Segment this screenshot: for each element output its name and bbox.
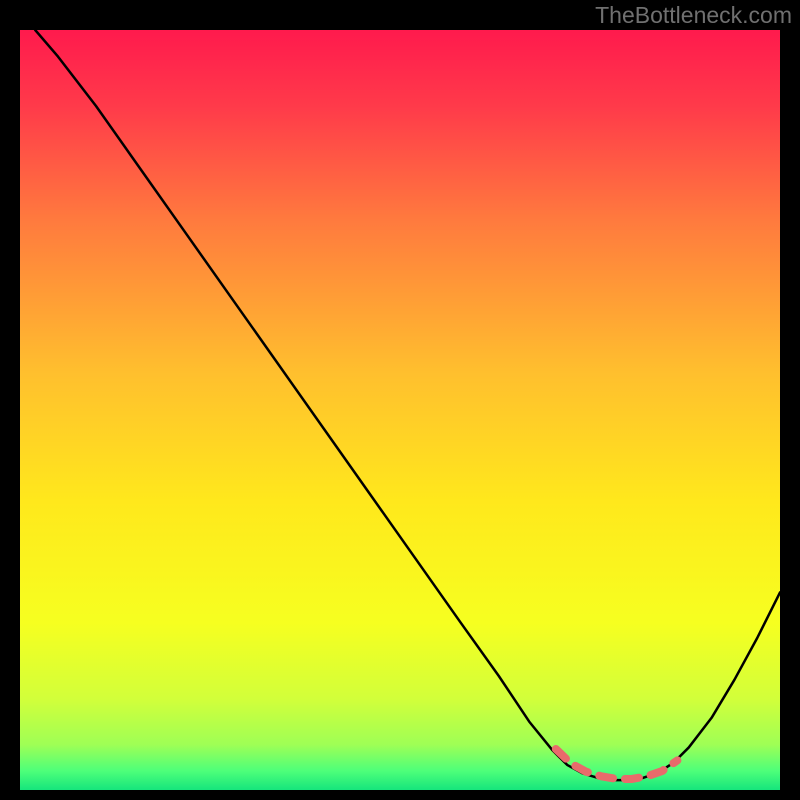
chart-stage: TheBottleneck.com xyxy=(0,0,800,800)
chart-svg xyxy=(20,30,780,790)
bottleneck-curve xyxy=(35,30,780,780)
optimal-range-dashed xyxy=(556,749,678,779)
watermark-text: TheBottleneck.com xyxy=(595,2,792,29)
plot-area xyxy=(20,30,780,790)
